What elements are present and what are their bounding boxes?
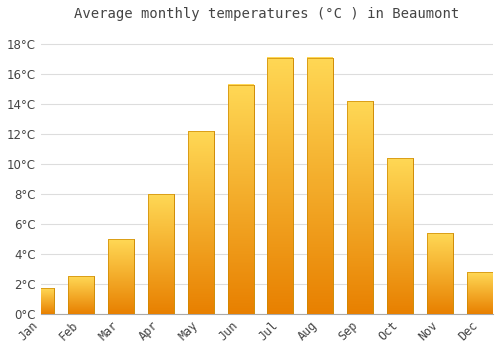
Bar xyxy=(348,101,374,314)
Bar xyxy=(427,233,453,314)
Bar xyxy=(68,276,94,314)
Bar xyxy=(68,276,94,314)
Bar xyxy=(28,288,54,314)
Bar xyxy=(308,57,334,314)
Bar xyxy=(188,131,214,314)
Bar xyxy=(108,239,134,314)
Bar xyxy=(148,194,174,314)
Title: Average monthly temperatures (°C ) in Beaumont: Average monthly temperatures (°C ) in Be… xyxy=(74,7,460,21)
Bar xyxy=(268,57,293,314)
Bar xyxy=(228,84,254,314)
Bar xyxy=(308,57,334,314)
Bar xyxy=(427,233,453,314)
Bar xyxy=(348,101,374,314)
Bar xyxy=(388,158,413,314)
Bar xyxy=(388,158,413,314)
Bar xyxy=(108,239,134,314)
Bar xyxy=(467,272,493,314)
Bar xyxy=(28,288,54,314)
Bar xyxy=(148,194,174,314)
Bar xyxy=(467,272,493,314)
Bar xyxy=(228,84,254,314)
Bar xyxy=(268,57,293,314)
Bar xyxy=(188,131,214,314)
